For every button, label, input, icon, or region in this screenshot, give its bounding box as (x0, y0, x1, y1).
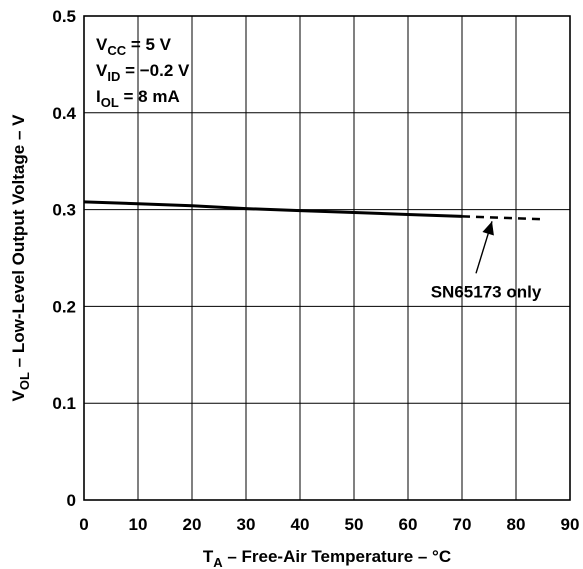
series-layer (83, 200, 544, 221)
x-tick-label: 10 (129, 515, 148, 534)
test-condition: VCC = 5 V (96, 35, 172, 58)
x-axis-label: TA – Free-Air Temperature – °C (203, 547, 451, 569)
x-tick-label: 40 (291, 515, 310, 534)
series-line-dashed (461, 215, 544, 221)
y-axis-label-sub: OL (17, 372, 32, 390)
test-conditions: VCC = 5 V VID = −0.2 V IOL = 8 mA (96, 35, 190, 110)
x-tick-label: 20 (183, 515, 202, 534)
x-axis-label-main: T (203, 547, 214, 566)
test-condition: VID = −0.2 V (96, 61, 190, 84)
annotation-arrow-head (482, 221, 494, 236)
y-tick-label: 0.5 (52, 7, 76, 26)
y-axis-label: VOL – Low-Level Output Voltage – V (9, 114, 32, 402)
series-line-solid (83, 200, 463, 218)
x-tick-label: 70 (453, 515, 472, 534)
y-tick-label: 0.1 (52, 394, 76, 413)
x-axis-label-rest: – Free-Air Temperature – °C (223, 547, 452, 566)
plot-frame (83, 15, 571, 501)
x-tick-label: 30 (237, 515, 256, 534)
x-tick-labels: 0 10 20 30 40 50 60 70 80 90 (79, 515, 579, 534)
y-axis-label-main: V (9, 389, 28, 401)
x-axis-label-sub: A (213, 555, 223, 569)
test-condition: IOL = 8 mA (96, 87, 180, 110)
x-tick-label: 50 (345, 515, 364, 534)
x-tick-label: 0 (79, 515, 88, 534)
y-tick-label: 0 (67, 491, 76, 510)
y-tick-label: 0.3 (52, 201, 76, 220)
y-tick-labels: 0 0.1 0.2 0.3 0.4 0.5 (52, 7, 76, 510)
annotation: SN65173 only (431, 221, 542, 301)
y-tick-label: 0.2 (52, 297, 76, 316)
y-axis-label-rest: – Low-Level Output Voltage – V (9, 114, 28, 372)
y-tick-label: 0.4 (52, 104, 76, 123)
x-tick-label: 90 (561, 515, 580, 534)
annotation-label: SN65173 only (431, 282, 542, 301)
x-tick-label: 80 (507, 515, 526, 534)
x-tick-label: 60 (399, 515, 418, 534)
